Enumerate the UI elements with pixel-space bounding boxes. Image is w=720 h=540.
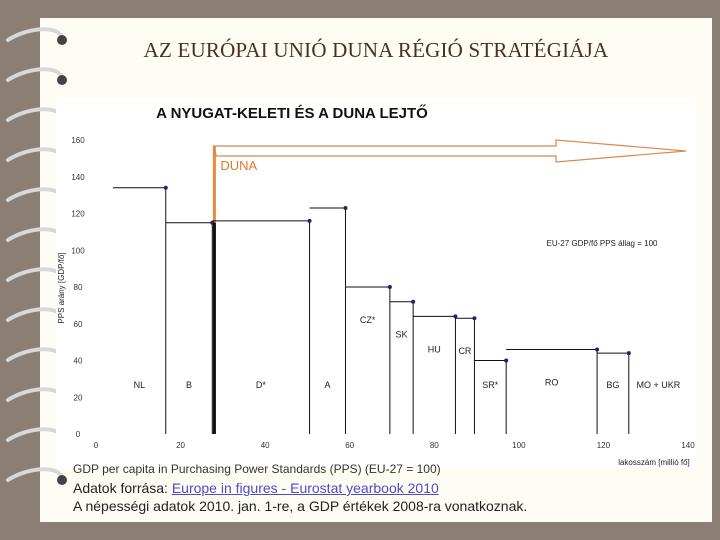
x-tick-label: 80 bbox=[430, 441, 439, 450]
data-point bbox=[307, 218, 312, 223]
footnote-dates: A népességi adatok 2010. jan. 1-re, a GD… bbox=[73, 498, 528, 514]
y-tick-label: 40 bbox=[74, 357, 83, 366]
country-label: CZ* bbox=[360, 315, 376, 325]
chart-panel: A NYUGAT-KELETI ÉS A DUNA LEJTŐ 0 20 40 60 8… bbox=[56, 98, 696, 468]
x-tick-label: 120 bbox=[597, 441, 611, 450]
y-tick-label: 140 bbox=[71, 173, 85, 182]
source-link[interactable]: Europe in figures - Eurostat yearbook 20… bbox=[171, 480, 439, 496]
data-point bbox=[504, 358, 509, 363]
y-tick-label: 60 bbox=[74, 320, 83, 329]
x-tick-label: 0 bbox=[94, 441, 99, 450]
y-tick-label: 100 bbox=[71, 246, 85, 255]
duna-label: DUNA bbox=[220, 158, 257, 173]
data-point bbox=[343, 205, 348, 210]
country-label: B bbox=[186, 380, 192, 390]
x-tick-label: 60 bbox=[345, 441, 354, 450]
footnote-pps: GDP per capita in Purchasing Power Stand… bbox=[73, 462, 441, 476]
country-label: MO + UKR bbox=[637, 380, 681, 390]
y-tick-label: 0 bbox=[76, 430, 81, 439]
x-tick-label: 140 bbox=[681, 441, 695, 450]
country-label: RO bbox=[545, 377, 559, 387]
data-point bbox=[626, 351, 631, 356]
y-tick-label: 120 bbox=[71, 210, 85, 219]
step-chart: A NYUGAT-KELETI ÉS A DUNA LEJTŐ 0 20 40 60 8… bbox=[57, 104, 695, 467]
data-point bbox=[411, 299, 416, 304]
y-tick-label: 80 bbox=[74, 283, 83, 292]
country-label: A bbox=[325, 380, 331, 390]
country-label: HU bbox=[428, 344, 441, 354]
x-axis-label: lakosszám [millió fő] bbox=[618, 458, 690, 467]
chart-title: A NYUGAT-KELETI ÉS A DUNA LEJTŐ bbox=[156, 104, 428, 122]
x-tick-label: 100 bbox=[512, 441, 526, 450]
country-label: SK bbox=[396, 330, 408, 340]
duna-arrow-head bbox=[212, 139, 687, 163]
slide-title: AZ EURÓPAI UNIÓ DUNA RÉGIÓ STRATÉGIÁJA bbox=[143, 38, 609, 62]
data-point bbox=[595, 347, 600, 352]
source-prefix: Adatok forrása: bbox=[73, 480, 172, 496]
y-tick-label: 160 bbox=[71, 136, 85, 145]
chart-marks: NL B D* A CZ* SK HU CR SR* RO BG MO + UKR bbox=[112, 185, 681, 434]
country-label: D* bbox=[256, 380, 266, 390]
y-axis-label: PPS arány [GDP/fő] bbox=[57, 252, 66, 323]
data-point bbox=[163, 185, 168, 190]
country-label: BG bbox=[606, 380, 619, 390]
country-label: NL bbox=[134, 380, 146, 390]
country-label: CR bbox=[458, 346, 471, 356]
reference-note: EU-27 GDP/fő PPS állag = 100 bbox=[547, 239, 659, 248]
data-point bbox=[387, 285, 392, 289]
x-tick-label: 20 bbox=[176, 441, 185, 450]
y-tick-label: 20 bbox=[74, 393, 83, 402]
x-tick-label: 40 bbox=[261, 441, 270, 450]
data-point bbox=[453, 314, 458, 319]
data-point bbox=[472, 316, 477, 321]
chart-axes: 0 20 40 60 80 100 120 140 160 0 20 40 60 80 100 120 140 P… bbox=[57, 136, 695, 467]
country-label: SR* bbox=[482, 380, 499, 390]
footnote-source: Adatok forrása: Europe in figures - Euro… bbox=[73, 480, 439, 496]
